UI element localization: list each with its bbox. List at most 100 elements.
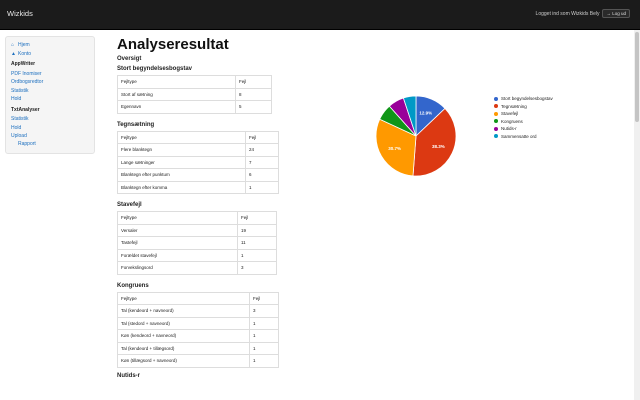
pie-slice[interactable] <box>412 107 457 177</box>
sidebar-item-home[interactable]: ⌂ Hjem <box>11 41 89 50</box>
logout-label: Log ud <box>612 11 626 16</box>
table-row: Tal (kendeord + navneord) 3 <box>117 304 279 318</box>
table-cell: Blanktegn efter punktum <box>117 168 246 182</box>
table-row: Tastefejl 11 <box>117 236 277 250</box>
chart-legend: Stort begyndelsesbogstav Tegnsætning Stave… <box>494 95 553 140</box>
legend-item[interactable]: Stort begyndelsesbogstav <box>494 95 553 103</box>
page-title: Analyseresultat <box>117 36 229 53</box>
table-cell: 3 <box>249 304 279 318</box>
section-title: Nutids-r <box>117 372 140 379</box>
pie-chart: 12.9% 38.3% 30.7% <box>375 95 457 177</box>
pie-chart-area: 12.9% 38.3% 30.7% <box>360 92 560 192</box>
column-header: Fejl <box>235 75 272 89</box>
table-cell: 11 <box>237 236 277 250</box>
table-cell: Forældet stavefejl <box>117 248 238 262</box>
user-area: Logget ind som Wizkids Bely → Log ud <box>536 9 630 18</box>
table-header-row: Fejltype Fejl <box>117 291 279 305</box>
sidebar-heading-appwriter: AppWriter <box>11 61 36 67</box>
data-label: 30.7% <box>388 146 401 151</box>
table-row: Køn (kendeord + navneord) 1 <box>117 329 279 343</box>
table-cell: Tal (kendeord + navneord) <box>117 304 250 318</box>
data-label: 38.3% <box>432 144 445 149</box>
table-cell: 1 <box>245 180 279 194</box>
table-row: Tal (stedord + navneord) 1 <box>117 316 279 330</box>
user-icon: ▲ <box>11 50 16 57</box>
column-header: Fejltype <box>117 291 250 305</box>
column-header: Fejl <box>245 130 279 144</box>
sidebar-item-statistics[interactable]: Statistik <box>11 87 29 94</box>
section-title: Tegnsætning <box>117 121 155 128</box>
legend-label: Nutids-r <box>501 126 517 132</box>
pie-slice[interactable] <box>402 95 417 137</box>
table-cell: Tastefejl <box>117 236 238 250</box>
legend-item[interactable]: Kongruens <box>494 118 553 126</box>
legend-label: Sammensatte ord <box>501 133 537 139</box>
sidebar-item-team[interactable]: Hold <box>11 96 22 103</box>
legend-swatch <box>494 104 498 109</box>
table-row: Forældet stavefejl 1 <box>117 248 277 262</box>
table-cell: 1 <box>249 341 279 355</box>
column-header: Fejltype <box>117 130 246 144</box>
table-row: Lange sætninger 7 <box>117 155 279 169</box>
legend-swatch <box>494 96 498 101</box>
legend-label: Stort begyndelsesbogstav <box>501 96 553 102</box>
legend-item[interactable]: Sammensatte ord <box>494 133 553 141</box>
table-cell: 7 <box>245 155 279 169</box>
table-row: Tal (kendeord + tillægsord) 1 <box>117 341 279 355</box>
table-cell: Køn (kendeord + navneord) <box>117 329 250 343</box>
table-cell: 1 <box>249 316 279 330</box>
legend-item[interactable]: Stavefejl <box>494 110 553 118</box>
column-header: Fejl <box>237 211 277 225</box>
legend-item[interactable]: Nutids-r <box>494 125 553 133</box>
sidebar-item-statistics[interactable]: Statistik <box>11 116 29 123</box>
table-row: Flere blanktegn 24 <box>117 143 279 157</box>
table-row: Stort af sætning 8 <box>117 87 272 101</box>
table-cell: Egennavn <box>117 100 236 114</box>
error-table: Fejltype Fejl Tal (kendeord + navneord) 3… <box>117 291 279 368</box>
table-cell: 19 <box>237 223 277 237</box>
legend-label: Stavefejl <box>501 111 519 117</box>
section-title: Kongruens <box>117 282 149 289</box>
table-cell: Køn (tillægsord + navneord) <box>117 354 250 368</box>
sidebar-item-upload[interactable]: Upload <box>11 133 27 140</box>
table-row: Egennavn 5 <box>117 100 272 114</box>
page-scrollbar[interactable] <box>634 30 640 400</box>
sidebar-item-label: Hjem <box>18 42 30 49</box>
legend-label: Kongruens <box>501 118 523 124</box>
home-icon: ⌂ <box>11 42 15 49</box>
sidebar-item-report[interactable]: Rapport <box>18 140 36 147</box>
table-cell: 1 <box>249 354 279 368</box>
scrollbar-thumb[interactable] <box>635 32 639 122</box>
sidebar: ⌂ Hjem ▲ Konto AppWriter PDF Inomiser Or… <box>5 36 95 154</box>
legend-item[interactable]: Tegnsætning <box>494 103 553 111</box>
column-header: Fejltype <box>117 211 238 225</box>
table-header-row: Fejltype Fejl <box>117 211 277 225</box>
data-label: 12.9% <box>419 111 432 116</box>
table-cell: Versaler <box>117 223 238 237</box>
table-row: Forvekslingsord 3 <box>117 261 277 275</box>
error-table: Fejltype Fejl Versaler 19 Tastefejl 11 For… <box>117 211 277 275</box>
sidebar-item-pdf[interactable]: PDF Inomiser <box>11 70 42 77</box>
section-title: Stavefejl <box>117 202 142 208</box>
table-row: Blanktegn efter komma 1 <box>117 180 279 194</box>
legend-swatch <box>494 119 498 124</box>
brand-logo[interactable]: Wizkids <box>7 9 33 18</box>
table-cell: 1 <box>237 248 277 262</box>
sidebar-item-account[interactable]: ▲ Konto <box>11 50 89 59</box>
logged-in-text: Logget ind som Wizkids Bely <box>535 10 600 17</box>
error-table: Fejltype Fejl Flere blanktegn 24 Lange sæ… <box>117 130 279 195</box>
sidebar-item-label: Konto <box>18 50 32 57</box>
table-cell: Forvekslingsord <box>117 261 238 275</box>
sidebar-item-team[interactable]: Hold <box>11 124 22 131</box>
table-cell: 24 <box>245 143 279 157</box>
table-cell: 8 <box>235 87 272 101</box>
section-title: Stort begyndelsesbogstav <box>117 66 193 72</box>
column-header: Fejl <box>249 291 279 305</box>
sidebar-item-dictionary[interactable]: Ordbogsredtor <box>11 79 44 86</box>
legend-label: Tegnsætning <box>501 103 527 109</box>
logout-button[interactable]: → Log ud <box>602 9 630 18</box>
top-navbar: Wizkids Logget ind som Wizkids Bely → Lo… <box>0 0 640 30</box>
table-cell: 6 <box>245 168 279 182</box>
pie-slice[interactable] <box>375 118 417 177</box>
error-table: Fejltype Fejl Stort af sætning 8 Egennav… <box>117 75 272 114</box>
